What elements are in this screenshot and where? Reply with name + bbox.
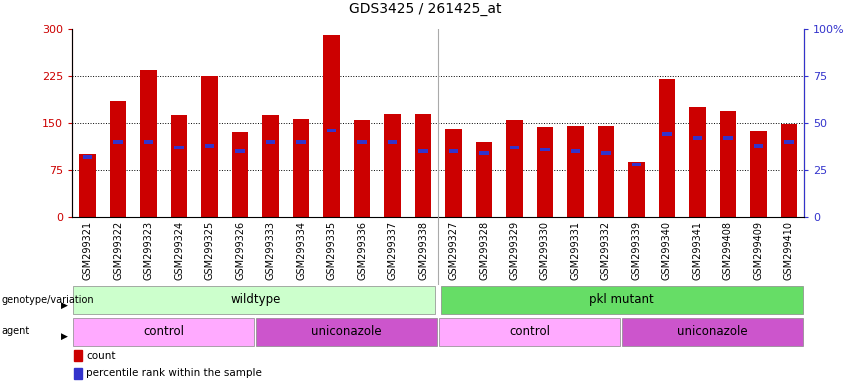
Bar [628, 162, 645, 217]
Text: genotype/variation: genotype/variation [2, 295, 94, 305]
Text: GSM299335: GSM299335 [327, 221, 336, 280]
Text: GSM299332: GSM299332 [601, 221, 611, 280]
Text: GSM299333: GSM299333 [266, 221, 276, 280]
Bar [510, 146, 519, 149]
Bar [140, 70, 157, 217]
Bar [236, 149, 245, 153]
Bar [780, 124, 797, 217]
Bar [144, 140, 153, 144]
Bar [74, 367, 83, 379]
Text: GSM299339: GSM299339 [631, 221, 642, 280]
Bar [693, 136, 702, 140]
Bar [327, 129, 336, 132]
Text: GSM299328: GSM299328 [479, 221, 489, 280]
Text: GSM299330: GSM299330 [540, 221, 550, 280]
Bar [441, 286, 802, 314]
Bar [662, 132, 671, 136]
Text: count: count [86, 351, 116, 361]
Text: GSM299327: GSM299327 [448, 221, 459, 280]
Text: uniconazole: uniconazole [311, 324, 382, 338]
Bar [266, 140, 275, 144]
Text: GSM299324: GSM299324 [174, 221, 184, 280]
Bar [723, 136, 733, 140]
Bar [357, 140, 367, 144]
Text: agent: agent [2, 326, 30, 336]
Bar [171, 115, 187, 217]
Bar [659, 79, 676, 217]
Bar [567, 126, 584, 217]
Bar [205, 144, 214, 147]
Bar [354, 120, 370, 217]
Bar [540, 147, 550, 151]
Bar [631, 163, 641, 166]
Bar [174, 146, 184, 149]
Text: GSM299321: GSM299321 [83, 221, 93, 280]
Bar [479, 151, 488, 155]
Text: GSM299336: GSM299336 [357, 221, 367, 280]
Bar [720, 111, 736, 217]
Bar [476, 142, 493, 217]
Text: GSM299409: GSM299409 [753, 221, 763, 280]
Bar [414, 114, 431, 217]
Bar [201, 76, 218, 217]
Text: GDS3425 / 261425_at: GDS3425 / 261425_at [349, 2, 502, 16]
Text: GSM299325: GSM299325 [204, 221, 214, 280]
Bar [785, 140, 794, 144]
Bar [506, 120, 523, 217]
Text: percentile rank within the sample: percentile rank within the sample [86, 368, 262, 378]
Bar [419, 149, 428, 153]
Text: GSM299329: GSM299329 [510, 221, 519, 280]
Text: GSM299338: GSM299338 [418, 221, 428, 280]
Bar [384, 114, 401, 217]
Text: ▶: ▶ [61, 332, 68, 341]
Text: control: control [509, 324, 551, 338]
Text: ▶: ▶ [61, 301, 68, 310]
Bar [323, 35, 340, 217]
Text: GSM299341: GSM299341 [693, 221, 702, 280]
Text: GSM299334: GSM299334 [296, 221, 306, 280]
Bar [73, 318, 254, 346]
Bar [79, 154, 96, 217]
Text: control: control [143, 324, 185, 338]
Bar [110, 101, 127, 217]
Text: GSM299322: GSM299322 [113, 221, 123, 280]
Bar [448, 149, 458, 153]
Text: GSM299340: GSM299340 [662, 221, 672, 280]
Bar [388, 140, 397, 144]
Text: GSM299326: GSM299326 [235, 221, 245, 280]
Text: GSM299337: GSM299337 [387, 221, 397, 280]
Bar [602, 151, 611, 155]
Bar [296, 140, 306, 144]
Text: GSM299323: GSM299323 [144, 221, 153, 280]
Bar [262, 115, 279, 217]
Bar [113, 140, 123, 144]
Bar [622, 318, 802, 346]
Text: GSM299410: GSM299410 [784, 221, 794, 280]
Bar [83, 155, 92, 159]
Text: pkl mutant: pkl mutant [589, 293, 654, 306]
Bar [537, 127, 553, 217]
Bar [73, 286, 436, 314]
Bar [439, 318, 620, 346]
Bar [256, 318, 437, 346]
Text: wildtype: wildtype [230, 293, 281, 306]
Text: GSM299331: GSM299331 [570, 221, 580, 280]
Text: GSM299408: GSM299408 [723, 221, 733, 280]
Bar [689, 108, 705, 217]
Bar [597, 126, 614, 217]
Bar [445, 129, 462, 217]
Bar [571, 149, 580, 153]
Text: uniconazole: uniconazole [677, 324, 748, 338]
Bar [231, 132, 248, 217]
Bar [74, 350, 83, 361]
Bar [754, 144, 763, 147]
Bar [750, 131, 767, 217]
Bar [293, 119, 310, 217]
